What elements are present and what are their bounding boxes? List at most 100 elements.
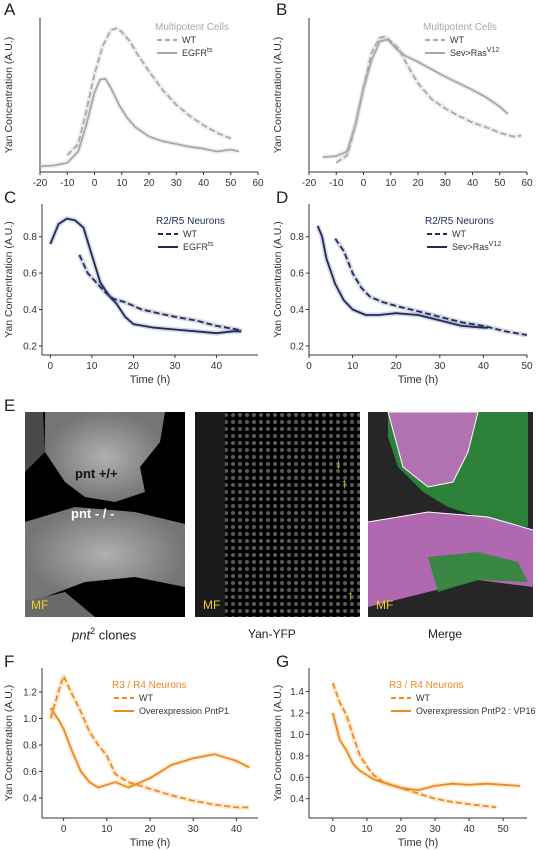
y-axis-label-b: Yan Concentration (A.U.) — [272, 37, 284, 154]
micro-image-pnt2-clones: pnt +/+ pnt - / - MF — [25, 412, 185, 617]
series-line-d-0 — [334, 238, 528, 336]
x-tick-label-g: 40 — [464, 824, 476, 835]
y-tick-label-c: 0.2 — [23, 341, 37, 352]
x-tick-label-b: 20 — [412, 178, 424, 189]
y-tick-label-f: 0.4 — [23, 794, 37, 805]
x-tick-label-a: 40 — [198, 178, 210, 189]
x-tick-label-b: -10 — [329, 178, 344, 189]
x-tick-label-a: 60 — [252, 178, 264, 189]
caption-pnt-sup: 2 — [90, 626, 96, 636]
y-tick-label-g: 1.0 — [290, 730, 304, 741]
y-tick-label-c: 0.8 — [23, 232, 37, 243]
series-line-b-1 — [322, 38, 509, 158]
panel-letter-g: G — [276, 652, 290, 671]
x-tick-label-d: 20 — [391, 361, 403, 372]
mf-label-3: MF — [376, 598, 394, 612]
chart-g: 0 10 20 30 40 50 0.4 0.6 0.8 1.0 1.2 1.4 Yan Concent… — [272, 668, 536, 849]
x-tick-label-d: 30 — [434, 361, 446, 372]
x-tick-label-g: 50 — [498, 824, 510, 835]
panel-letter-a: A — [4, 0, 16, 19]
x-tick-label-c: 40 — [211, 361, 223, 372]
y-tick-label-f: 0.8 — [23, 740, 37, 751]
x-axis-label-d: Time (h) — [398, 374, 439, 386]
legend-label-d-0: WT — [452, 229, 466, 239]
legend-title-g: R3 / R4 Neurons — [389, 680, 463, 691]
y-tick-label-d: 0.2 — [290, 341, 304, 352]
caption-yan-yfp: Yan-YFP — [248, 627, 296, 641]
series-line-f-0 — [49, 675, 250, 809]
legend-title-f: R3 / R4 Neurons — [112, 680, 186, 691]
micro-texture-1 — [25, 412, 185, 617]
mf-label-2: MF — [203, 598, 221, 612]
legend-label-g-0: WT — [416, 693, 430, 703]
label-pnt-plus: pnt +/+ — [75, 466, 118, 481]
y-tick-label-f: 1.2 — [23, 687, 37, 698]
x-tick-label-f: 10 — [101, 824, 113, 835]
x-tick-label-a: -10 — [60, 178, 75, 189]
series-band-f-1 — [48, 706, 251, 790]
y-tick-label-d: 0.6 — [290, 269, 304, 280]
x-tick-label-f: 0 — [61, 824, 67, 835]
arrow-down-icon: ↓ — [335, 455, 342, 471]
mf-label-1: MF — [31, 598, 49, 612]
y-tick-label-c: 0.4 — [23, 305, 37, 316]
series-line-g-1 — [331, 712, 521, 792]
micro-texture-3 — [368, 412, 533, 617]
y-tick-label-f: 1.0 — [23, 714, 37, 725]
caption-pnt: pnt — [72, 627, 91, 643]
x-tick-label-c: 20 — [128, 361, 140, 372]
legend-title-d: R2/R5 Neurons — [425, 216, 494, 227]
x-tick-label-c: 30 — [169, 361, 181, 372]
series-line-c-1 — [49, 217, 242, 335]
x-tick-label-a: 20 — [143, 178, 155, 189]
y-tick-label-c: 0.6 — [23, 269, 37, 280]
series-line-f-1 — [49, 707, 250, 789]
panel-letter-b: B — [276, 0, 288, 19]
x-tick-label-c: 10 — [86, 361, 98, 372]
x-tick-label-g: 30 — [429, 824, 441, 835]
chart-f: 0 10 20 30 40 0.4 0.6 0.8 1.0 1.2 Yan Concentratio… — [3, 668, 258, 849]
series-band-c-0 — [77, 253, 243, 334]
caption-clones: clones — [95, 627, 137, 643]
x-tick-label-d: 50 — [521, 361, 533, 372]
x-tick-label-a: -20 — [33, 178, 48, 189]
legend-title-b: Multipotent Cells — [423, 22, 497, 33]
arrow-up-icon-2: ↑ — [347, 587, 354, 603]
x-tick-label-b: 0 — [361, 178, 367, 189]
y-tick-label-g: 1.4 — [290, 687, 304, 698]
x-tick-label-c: 0 — [48, 361, 54, 372]
x-tick-label-b: 50 — [494, 178, 506, 189]
y-tick-label-d: 0.4 — [290, 305, 304, 316]
legend-label-c-1: EGFRts — [183, 241, 214, 252]
x-axis-label-g: Time (h) — [398, 837, 439, 849]
legend-label-c-0: WT — [183, 229, 197, 239]
chart-c: 0 10 20 30 40 0.2 0.4 0.6 0.8 Yan Concentration (… — [3, 204, 258, 386]
y-axis-label-f: Yan Concentration (A.U.) — [3, 685, 15, 802]
x-tick-label-a: 10 — [116, 178, 128, 189]
series-line-a-1 — [39, 77, 240, 168]
x-tick-label-d: 40 — [478, 361, 490, 372]
label-pnt-minus: pnt - / - — [71, 506, 115, 521]
legend-label-sup-c-1: ts — [208, 241, 214, 248]
legend-label-f-0: WT — [139, 693, 153, 703]
x-tick-label-b: 30 — [440, 178, 452, 189]
micro-image-merge: MF — [368, 412, 533, 617]
x-tick-label-g: 10 — [361, 824, 373, 835]
x-tick-label-f: 20 — [144, 824, 156, 835]
panel-letter-f: F — [4, 652, 15, 671]
series-line-d-1 — [316, 225, 488, 329]
y-tick-label-g: 0.6 — [290, 773, 304, 784]
series-line-a-0 — [66, 27, 232, 156]
x-tick-label-g: 0 — [330, 824, 336, 835]
caption-pnt2-clones: pnt2 clones — [72, 626, 136, 642]
x-tick-label-b: 40 — [467, 178, 479, 189]
panel-letter-d: D — [276, 188, 289, 207]
y-tick-label-g: 0.4 — [290, 794, 304, 805]
legend-label-sup-a-1: ts — [207, 47, 213, 54]
legend-title-a: Multipotent Cells — [155, 22, 229, 33]
micro-texture-2 — [195, 412, 360, 617]
panel-letter-e: E — [4, 396, 16, 415]
legend-label-sup-b-1: V12 — [487, 47, 500, 54]
legend-label-d-1: Sev>RasV12 — [452, 241, 501, 252]
x-axis-label-c: Time (h) — [130, 374, 171, 386]
